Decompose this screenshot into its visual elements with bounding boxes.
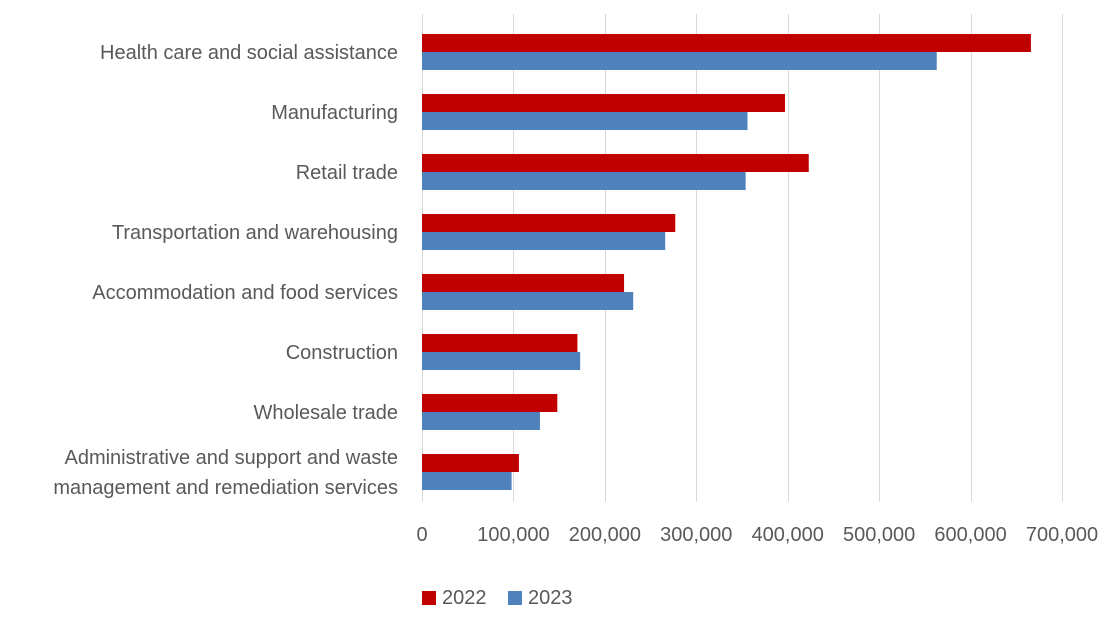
legend-swatch-2023: [508, 591, 522, 605]
x-tick-label-2: 200,000: [569, 524, 641, 546]
x-tick-label-0: 0: [416, 524, 427, 546]
x-tick-label-5: 500,000: [843, 524, 915, 546]
category-label-5: Construction: [286, 342, 398, 364]
category-label-line: Manufacturing: [271, 102, 398, 124]
bars: [422, 34, 1031, 490]
category-label-line: Transportation and warehousing: [112, 222, 398, 244]
bar-2022-3: [422, 214, 676, 232]
category-label-line: Wholesale trade: [253, 402, 398, 424]
category-label-0: Health care and social assistance: [100, 42, 398, 64]
bar-2022-5: [422, 334, 578, 352]
bar-2023-6: [422, 412, 540, 430]
category-label-line: Retail trade: [296, 162, 398, 184]
legend-swatch-2022: [422, 591, 436, 605]
category-label-line: Accommodation and food services: [92, 282, 398, 304]
category-label-6: Wholesale trade: [253, 402, 398, 424]
bar-2022-0: [422, 34, 1031, 52]
x-tick-label-7: 700,000: [1026, 524, 1098, 546]
bar-2022-6: [422, 394, 558, 412]
x-tick-label-4: 400,000: [752, 524, 824, 546]
bar-2022-2: [422, 154, 809, 172]
bar-2023-7: [422, 472, 512, 490]
x-tick-label-3: 300,000: [660, 524, 732, 546]
category-labels: Health care and social assistance Manufac…: [53, 42, 398, 499]
category-label-7: Administrative and support and waste mana…: [53, 447, 398, 499]
category-label-4: Accommodation and food services: [92, 282, 398, 304]
category-label-line: Administrative and support and waste: [64, 447, 398, 469]
bar-2023-2: [422, 172, 746, 190]
bar-2022-7: [422, 454, 519, 472]
category-label-line: management and remediation services: [53, 477, 398, 499]
bar-2022-1: [422, 94, 785, 112]
x-tick-label-6: 600,000: [934, 524, 1006, 546]
bar-2022-4: [422, 274, 625, 292]
category-label-line: Construction: [286, 342, 398, 364]
legend-label-2023: 2023: [528, 587, 573, 609]
x-axis-tick-labels: 0 100,000 200,000 300,000 400,000 500,000 600,…: [416, 524, 1098, 546]
bar-2023-4: [422, 292, 634, 310]
bar-2023-1: [422, 112, 748, 130]
bar-2023-0: [422, 52, 937, 70]
bar-2023-3: [422, 232, 666, 250]
bar-2023-5: [422, 352, 581, 370]
x-tick-label-1: 100,000: [477, 524, 549, 546]
legend-label-2022: 2022: [442, 587, 487, 609]
category-label-line: Health care and social assistance: [100, 42, 398, 64]
legend: 2022 2023: [422, 587, 573, 609]
category-label-3: Transportation and warehousing: [112, 222, 398, 244]
category-label-1: Manufacturing: [271, 102, 398, 124]
category-label-2: Retail trade: [296, 162, 398, 184]
